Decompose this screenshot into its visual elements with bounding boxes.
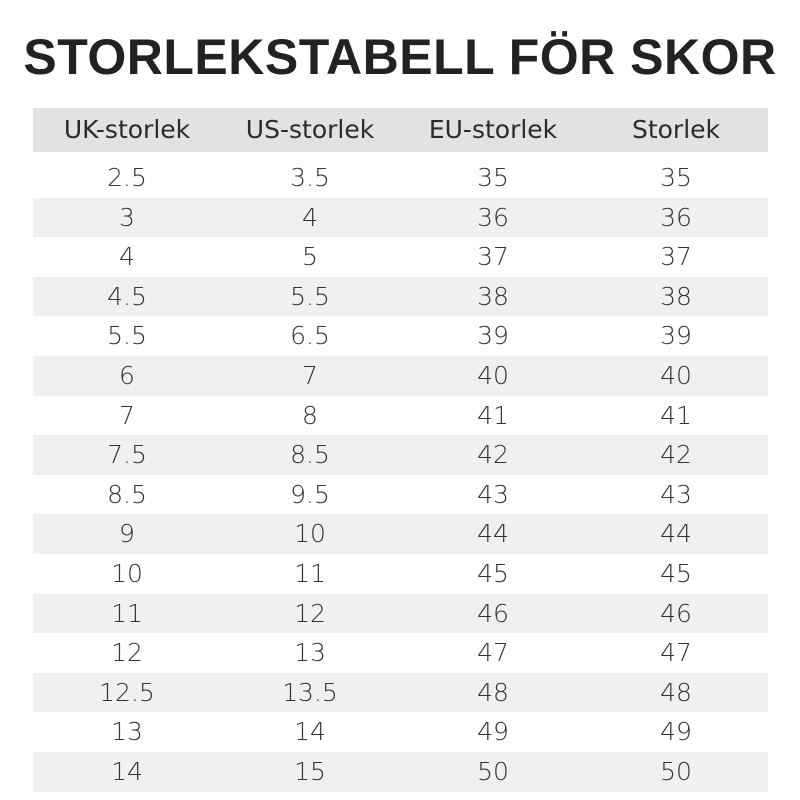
table-cell: 15 [294, 757, 326, 786]
table-cell: 47 [660, 638, 692, 668]
table-cell: 10 [111, 559, 143, 588]
table-cell: 13 [294, 638, 326, 668]
table-cell: 49 [660, 717, 692, 747]
table-cell: 47 [477, 638, 509, 668]
table-cell: 45 [660, 559, 692, 588]
table-cell: 2.5 [107, 163, 147, 192]
table-cell: 37 [477, 242, 509, 272]
table-cell: 36 [660, 202, 692, 232]
table-cell: 36 [477, 202, 509, 232]
row-band [33, 672, 768, 713]
table-cell: 14 [111, 757, 143, 786]
table-cell: 38 [477, 281, 509, 311]
table-cell: 6.5 [290, 321, 330, 351]
table-cell: 40 [660, 361, 692, 390]
table-cell: 45 [477, 559, 509, 588]
table-cell: 35 [477, 163, 509, 192]
table-cell: 43 [477, 479, 509, 509]
table-cell: 11 [111, 598, 143, 628]
table-cell: 48 [477, 677, 509, 707]
header-cell: Storlek [631, 115, 721, 144]
table-cell: 9 [119, 519, 135, 549]
table-cell: 10 [294, 519, 326, 549]
table-cell: 12.5 [99, 677, 155, 707]
table-cell: 9.5 [290, 479, 330, 509]
table-cell: 8.5 [107, 479, 147, 509]
table-cell: 39 [477, 321, 509, 351]
header-cell: EU-storlek [428, 115, 558, 144]
table-cell: 12 [111, 638, 143, 668]
table-cell: 48 [660, 677, 692, 707]
table-cell: 44 [477, 519, 509, 549]
header-cell: US-storlek [245, 115, 375, 144]
table-cell: 8.5 [290, 440, 330, 470]
row-band [33, 356, 768, 396]
table-cell: 3 [119, 202, 135, 232]
table-cell: 4 [119, 242, 135, 272]
table-cell: 42 [477, 440, 509, 470]
table-cell: 12 [294, 598, 326, 628]
table-cell: 41 [660, 400, 692, 430]
table-cell: 42 [660, 440, 692, 470]
table-cell: 37 [660, 242, 692, 272]
row-band [33, 435, 768, 475]
table-cell: 13 [111, 717, 143, 747]
table-cell: 5.5 [107, 321, 147, 351]
table-cell: 44 [660, 519, 692, 549]
table-cell: 13.5 [282, 677, 338, 707]
row-band [33, 197, 768, 238]
table-cell: 7.5 [107, 440, 147, 470]
title: STORLEKSTABELL FÖR SKOR [23, 29, 777, 85]
table-cell: 11 [294, 559, 326, 588]
header-cell: UK-storlek [63, 115, 191, 144]
row-band [33, 514, 768, 554]
table-cell: 38 [660, 281, 692, 311]
table-cell: 8 [302, 400, 318, 430]
row-band [33, 752, 768, 792]
table-cell: 5 [302, 242, 318, 272]
row-band [33, 276, 768, 317]
table-cell: 50 [660, 757, 692, 786]
table-cell: 3.5 [290, 163, 330, 192]
table-cell: 7 [119, 400, 135, 430]
table-cell: 46 [660, 598, 692, 628]
table-cell: 4 [302, 202, 318, 232]
table-cell: 39 [660, 321, 692, 351]
table-cell: 14 [294, 717, 326, 747]
table-cell: 40 [477, 361, 509, 390]
table-cell: 4.5 [107, 281, 147, 311]
table-cell: 43 [660, 479, 692, 509]
table-cell: 6 [119, 361, 135, 390]
table-cell: 49 [477, 717, 509, 747]
table-cell: 46 [477, 598, 509, 628]
row-band [33, 593, 768, 634]
table-cell: 41 [477, 400, 509, 430]
table-cell: 7 [302, 361, 318, 390]
table-cell: 35 [660, 163, 692, 192]
table-cell: 5.5 [290, 281, 330, 311]
header-band [33, 108, 768, 152]
table-cell: 50 [477, 757, 509, 786]
